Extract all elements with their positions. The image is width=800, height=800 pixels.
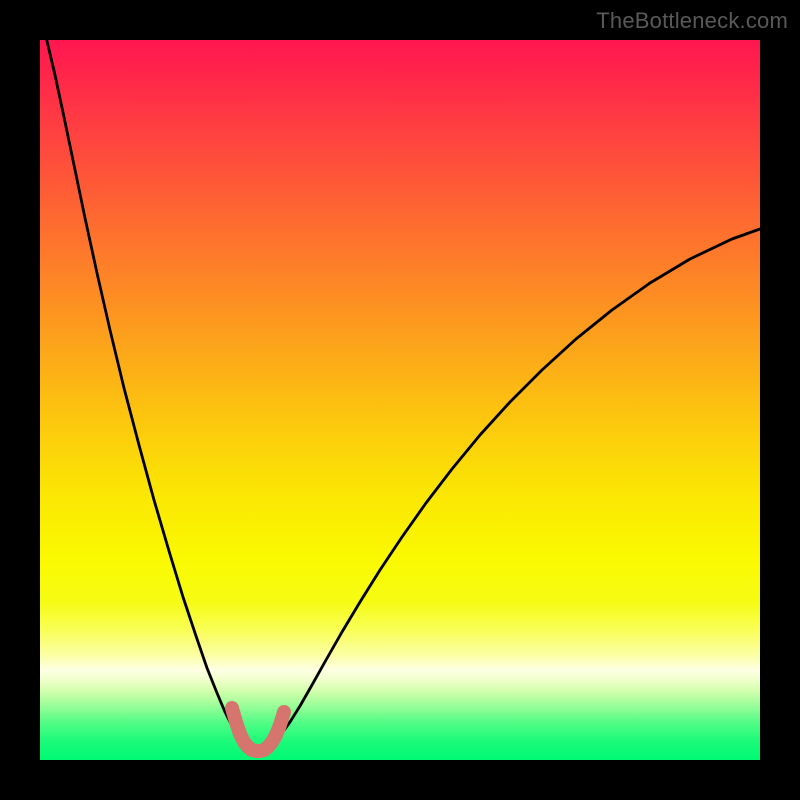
plot-background (40, 40, 760, 760)
chart-svg (0, 0, 800, 800)
watermark-text: TheBottleneck.com (596, 8, 788, 34)
chart-root: TheBottleneck.com (0, 0, 800, 800)
